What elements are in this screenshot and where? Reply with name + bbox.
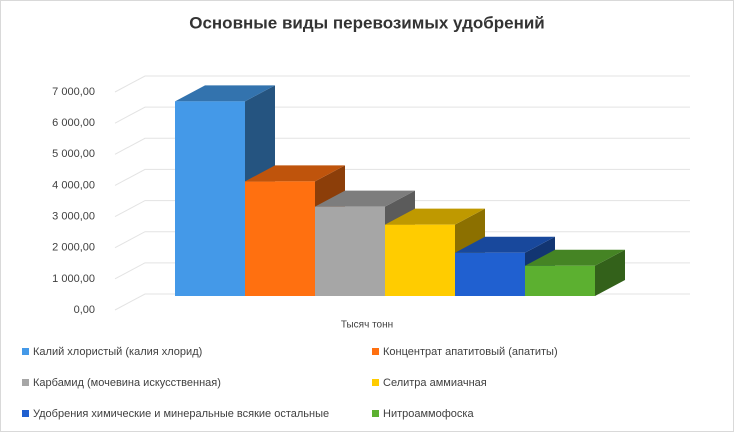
y-tick-label: 0,00 [74,304,95,316]
grid-line [114,200,690,218]
bar-top [525,249,625,266]
y-tick-label: 6 000,00 [52,117,95,129]
legend-swatch [372,379,379,386]
y-tick-label: 2 000,00 [52,242,95,254]
y-tick-label: 4 000,00 [52,179,95,191]
grid-line [114,137,690,155]
legend-label: Нитроаммофоска [383,408,474,420]
chart-title: Основные виды перевозимых удобрений [189,13,545,32]
legend-label: Концентрат апатитовый (апатиты) [383,346,558,358]
legend-swatch [22,410,29,417]
x-tick-label: Тысяч тонн [341,320,393,331]
bar-top [455,236,555,253]
bar-top [385,208,485,225]
bar-front [525,265,595,296]
bar-front [315,206,385,296]
legend-swatch [22,379,29,386]
y-tick-label: 1 000,00 [52,273,95,285]
legend-label: Карбамид (мочевина искусственная) [33,377,221,389]
grid-line [114,106,690,124]
legend-swatch [22,348,29,355]
legend-label: Удобрения химические и минеральные всяки… [33,408,329,420]
bar-top [245,165,345,182]
y-tick-label: 5 000,00 [52,148,95,160]
grid-line [114,231,690,249]
bar-front [175,101,245,296]
bar-side [595,249,625,296]
bar-front [455,252,525,296]
bar-front [245,181,315,296]
legend-label: Калий хлористый (калия хлорид) [33,346,202,358]
grid-line [114,75,690,93]
bar [525,249,625,296]
legend-swatch [372,410,379,417]
legend-swatch [372,348,379,355]
bar-top [175,85,275,102]
y-tick-label: 7 000,00 [52,86,95,98]
y-tick-label: 3 000,00 [52,210,95,222]
bar-top [315,190,415,207]
bar-front [385,224,455,296]
legend-label: Селитра аммиачная [383,377,487,389]
grid-line [114,168,690,186]
